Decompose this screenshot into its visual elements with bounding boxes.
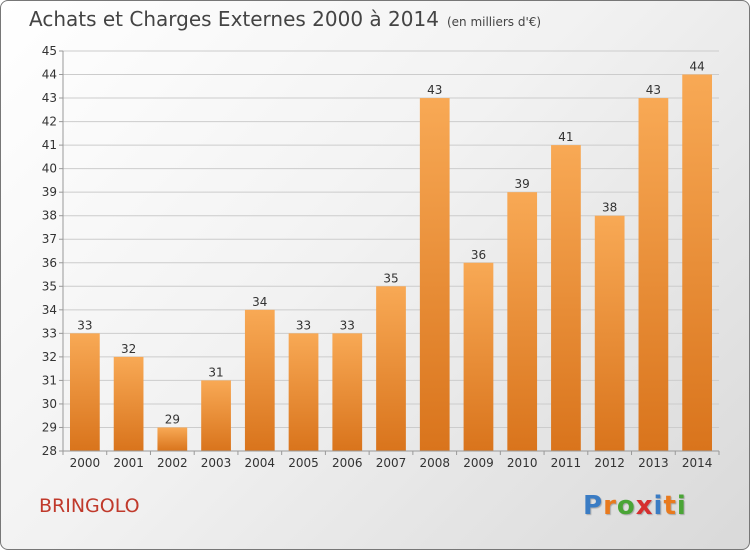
y-tick-label: 45 <box>42 44 57 58</box>
data-label-2011: 41 <box>558 130 573 144</box>
data-label-2014: 44 <box>689 60 704 74</box>
y-tick-label: 29 <box>42 420 57 434</box>
logo-letter: r <box>603 491 617 521</box>
chart-unit: (en milliers d'€) <box>446 15 542 29</box>
bar-2012 <box>594 215 625 451</box>
x-tick-label-2012: 2012 <box>594 456 625 470</box>
bar-2013 <box>638 98 669 451</box>
data-label-2001: 32 <box>121 342 136 356</box>
data-label-2000: 33 <box>77 318 92 332</box>
x-tick-label-2001: 2001 <box>113 456 144 470</box>
logo-letter: x <box>635 491 654 521</box>
data-label-2009: 36 <box>471 248 486 262</box>
bar-2014 <box>682 74 713 451</box>
x-tick-label-2004: 2004 <box>245 456 276 470</box>
y-tick-label: 41 <box>42 138 57 152</box>
logo-letter: i <box>653 491 664 521</box>
bar-2011 <box>551 145 581 451</box>
x-tick-label-2011: 2011 <box>551 456 582 470</box>
logo-letter: P <box>583 491 604 521</box>
x-tick-label-2013: 2013 <box>638 456 669 470</box>
commune-name: BRINGOLO <box>39 495 140 517</box>
x-tick-label-2006: 2006 <box>332 456 363 470</box>
x-tick-label-2014: 2014 <box>682 456 713 470</box>
data-label-2002: 29 <box>165 412 180 426</box>
bar-2009 <box>463 262 494 451</box>
chart-title: Achats et Charges Externes 2000 à 2014 (e… <box>29 7 541 31</box>
y-tick-label: 30 <box>42 397 57 411</box>
data-label-2010: 39 <box>515 177 530 191</box>
y-tick-label: 34 <box>42 303 57 317</box>
data-label-2008: 43 <box>427 83 442 97</box>
y-tick-label: 32 <box>42 350 57 364</box>
y-tick-label: 38 <box>42 209 57 223</box>
y-tick-label: 35 <box>42 279 57 293</box>
labels-layer: 33 32 29 31 34 33 33 35 43 36 39 41 38 43 44 <box>77 60 705 427</box>
bar-2007 <box>376 286 406 451</box>
bar-2000 <box>69 333 100 451</box>
bars-layer <box>69 74 713 452</box>
bar-2008 <box>419 98 450 451</box>
bar-2001 <box>113 356 144 451</box>
y-tick-label: 43 <box>42 91 57 105</box>
data-label-2007: 35 <box>383 271 398 285</box>
y-tick-label: 42 <box>42 115 57 129</box>
x-tick-label-2000: 2000 <box>70 456 101 470</box>
y-tick-label: 40 <box>42 162 57 176</box>
y-tick-label: 36 <box>42 256 57 270</box>
y-tick-label: 44 <box>42 68 57 82</box>
x-tick-label-2008: 2008 <box>419 456 450 470</box>
y-tick-label: 39 <box>42 185 57 199</box>
x-tick-label-2002: 2002 <box>157 456 188 470</box>
data-label-2005: 33 <box>296 318 311 332</box>
y-tick-label: 37 <box>42 232 57 246</box>
bar-2005 <box>288 333 319 451</box>
x-tick-label-2003: 2003 <box>201 456 232 470</box>
bar-2002 <box>157 427 188 451</box>
logo-letter: o <box>616 491 636 521</box>
proxiti-logo: Proxiti <box>583 491 687 521</box>
data-label-2004: 34 <box>252 295 267 309</box>
data-label-2006: 33 <box>340 318 355 332</box>
x-tick-label-2005: 2005 <box>288 456 319 470</box>
y-tick-label: 28 <box>42 444 57 458</box>
x-tick-label-2007: 2007 <box>376 456 407 470</box>
x-tick-label-2010: 2010 <box>507 456 538 470</box>
axis-layer: 28 29 30 31 32 33 34 35 36 37 38 39 40 41 42 43 44 45 2000… <box>42 44 720 470</box>
logo-letter: t <box>663 491 677 521</box>
data-label-2012: 38 <box>602 201 617 215</box>
chart-title-text: Achats et Charges Externes 2000 à 2014 <box>29 7 439 31</box>
data-label-2003: 31 <box>208 365 223 379</box>
y-tick-label: 33 <box>42 326 57 340</box>
bar-2004 <box>244 309 275 451</box>
bar-2010 <box>507 192 538 452</box>
bar-2006 <box>332 333 363 451</box>
bar-2003 <box>201 380 231 451</box>
logo-letter: i <box>676 491 687 521</box>
data-label-2013: 43 <box>646 83 661 97</box>
y-tick-label: 31 <box>42 373 57 387</box>
x-tick-label-2009: 2009 <box>463 456 494 470</box>
